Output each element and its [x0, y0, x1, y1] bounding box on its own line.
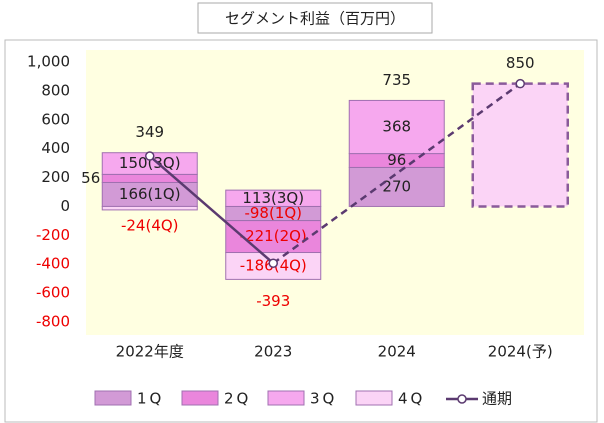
data-label: -24(4Q)	[121, 216, 179, 234]
data-label: 368	[382, 118, 411, 136]
data-label: 166(1Q)	[119, 185, 181, 203]
x-tick-label: 2024(予)	[488, 343, 553, 361]
bar-segment	[348, 99, 445, 155]
x-tick-label: 2022年度	[116, 343, 184, 361]
line-marker	[145, 151, 155, 161]
data-label: 150(3Q)	[119, 154, 181, 172]
legend-marker	[457, 394, 467, 404]
y-tick-label: -800	[36, 313, 70, 331]
y-tick-label: 600	[41, 110, 70, 128]
y-tick-label: -200	[36, 226, 70, 244]
title-box	[197, 2, 433, 34]
y-tick-label: -600	[36, 284, 70, 302]
total-label: 735	[382, 71, 411, 89]
data-label: 56	[81, 169, 100, 187]
data-label: 96	[387, 151, 406, 169]
y-tick-label: 1,000	[27, 53, 70, 71]
legend-swatch	[267, 390, 305, 406]
legend-swatch	[94, 390, 132, 406]
total-label: 349	[135, 123, 164, 141]
bar-segment	[101, 173, 198, 183]
bar-segment	[471, 82, 569, 208]
data-label: -221(2Q)	[240, 227, 307, 245]
total-label: -393	[256, 292, 290, 310]
line-segment	[148, 155, 275, 265]
legend-label: 通期	[482, 390, 512, 408]
x-tick-label: 2023	[254, 343, 292, 361]
y-tick-label: -400	[36, 255, 70, 273]
y-tick-label: 400	[41, 139, 70, 157]
x-tick-label: 2024	[378, 343, 416, 361]
bar-segment	[101, 205, 198, 211]
total-label: 850	[506, 54, 535, 72]
line-marker	[268, 258, 278, 268]
bar-segment	[348, 166, 445, 207]
legend-label: 2Q	[224, 390, 251, 408]
legend-label: 3Q	[310, 390, 337, 408]
data-label: -98(1Q)	[244, 204, 302, 222]
data-label: 270	[382, 177, 411, 195]
legend-label: 1Q	[137, 390, 164, 408]
line-marker	[515, 78, 525, 89]
y-tick-label: 0	[60, 197, 70, 215]
chart-title: セグメント利益（百万円）	[225, 10, 405, 28]
legend-label: 4Q	[398, 390, 425, 408]
line-segment	[272, 82, 521, 265]
legend-swatch	[181, 390, 219, 406]
legend-swatch	[355, 390, 393, 406]
bar-segment	[225, 189, 322, 207]
y-tick-label: 800	[41, 81, 70, 99]
y-tick-label: 200	[41, 168, 70, 186]
data-label: 113(3Q)	[242, 189, 304, 207]
